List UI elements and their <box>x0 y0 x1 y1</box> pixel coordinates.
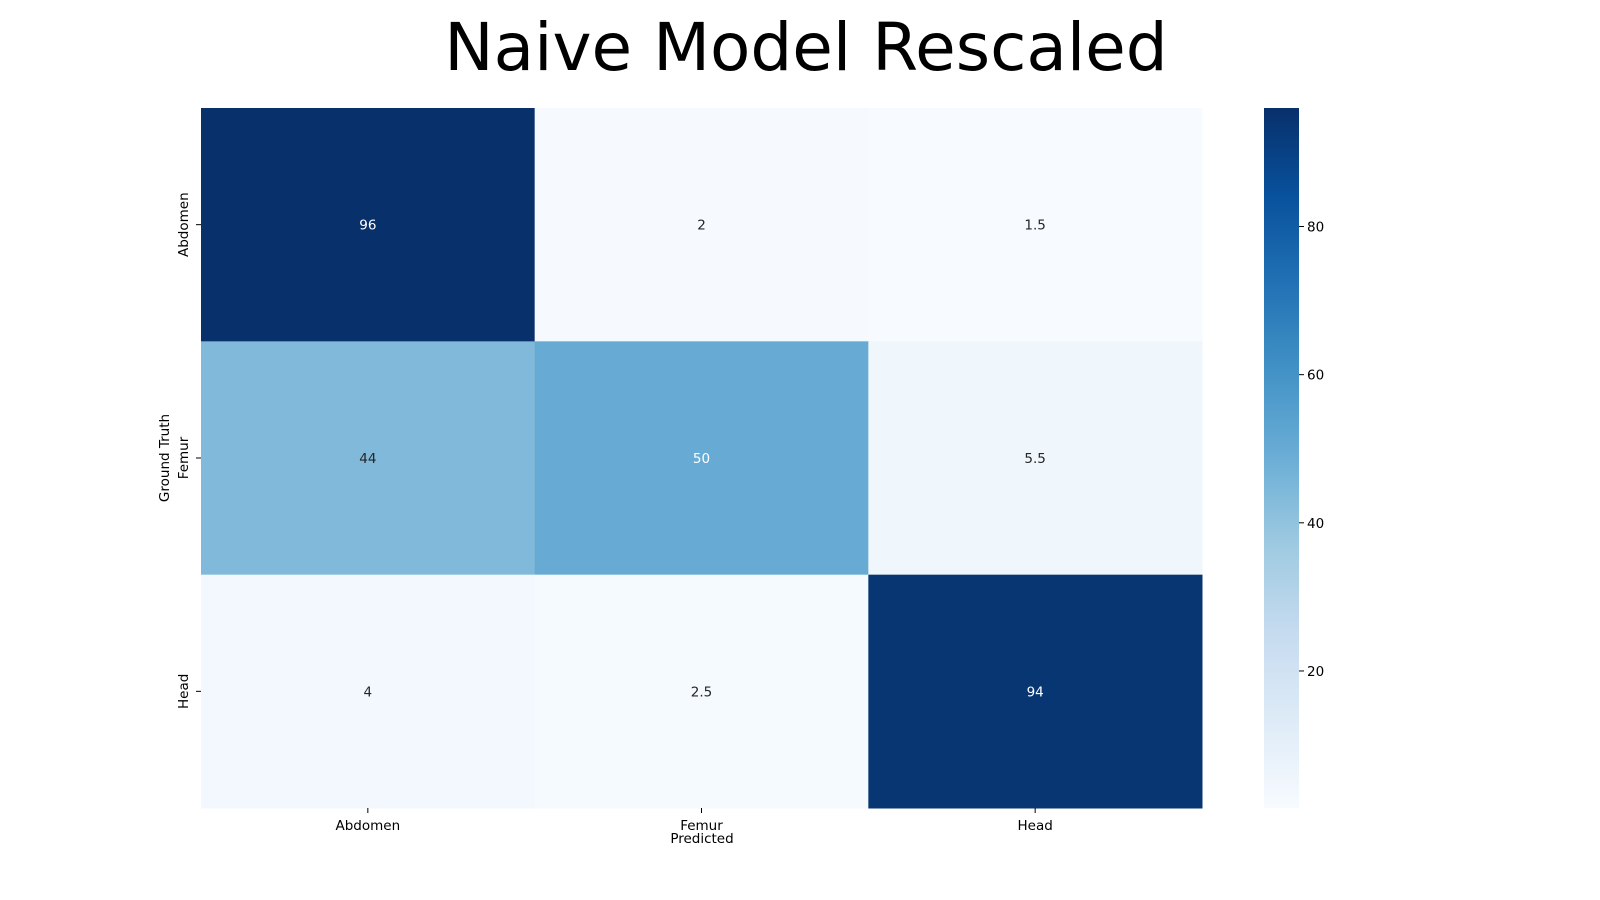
cell-value-label: 1.5 <box>1024 218 1045 234</box>
heatmap-cell <box>868 341 1203 576</box>
colorbar-tick-label: 60 <box>1307 368 1324 384</box>
heatmap-cell <box>534 574 869 809</box>
colorbar-ticks: 20 40 60 80 <box>1299 220 1324 680</box>
cell-value-label: 94 <box>1027 684 1044 700</box>
heatmap-cell <box>868 574 1203 809</box>
x-tick-label: Abdomen <box>336 818 401 834</box>
chart-title: Naive Model Rescaled <box>444 9 1167 86</box>
y-axis-label: Ground Truth <box>157 414 173 502</box>
cell-value-label: 5.5 <box>1024 451 1045 467</box>
colorbar-tick-label: 20 <box>1307 664 1324 680</box>
colorbar-tick-label: 80 <box>1307 220 1324 236</box>
heatmap-cells <box>201 108 1203 809</box>
y-tick-label: Head <box>176 674 192 709</box>
cell-value-label: 2 <box>697 218 706 234</box>
heatmap-cell <box>534 108 869 342</box>
cell-value-label: 44 <box>359 451 376 467</box>
x-axis-ticks: Abdomen Femur Head <box>336 808 1053 834</box>
heatmap-cell <box>534 341 869 576</box>
cell-value-label: 96 <box>359 218 376 234</box>
y-tick-label: Femur <box>176 436 192 479</box>
cell-value-label: 2.5 <box>691 684 712 700</box>
heatmap-cell <box>201 574 536 809</box>
heatmap-cell <box>868 108 1203 342</box>
colorbar-tick-label: 40 <box>1307 516 1324 532</box>
colorbar: 20 40 60 80 <box>1264 108 1324 808</box>
cell-value-label: 4 <box>364 684 373 700</box>
x-axis-label: Predicted <box>670 831 733 847</box>
colorbar-gradient <box>1264 108 1299 808</box>
x-tick-label: Head <box>1018 818 1053 834</box>
y-tick-label: Abdomen <box>176 192 192 257</box>
cell-value-label: 50 <box>693 451 710 467</box>
x-tick-label: Femur <box>680 818 723 834</box>
heatmap-cell <box>201 341 536 576</box>
heatmap-cell <box>201 108 536 342</box>
y-axis-ticks: Abdomen Femur Head <box>176 192 201 709</box>
heatmap-cell-labels: 96 2 1.5 44 50 5.5 4 2.5 94 <box>359 218 1046 701</box>
